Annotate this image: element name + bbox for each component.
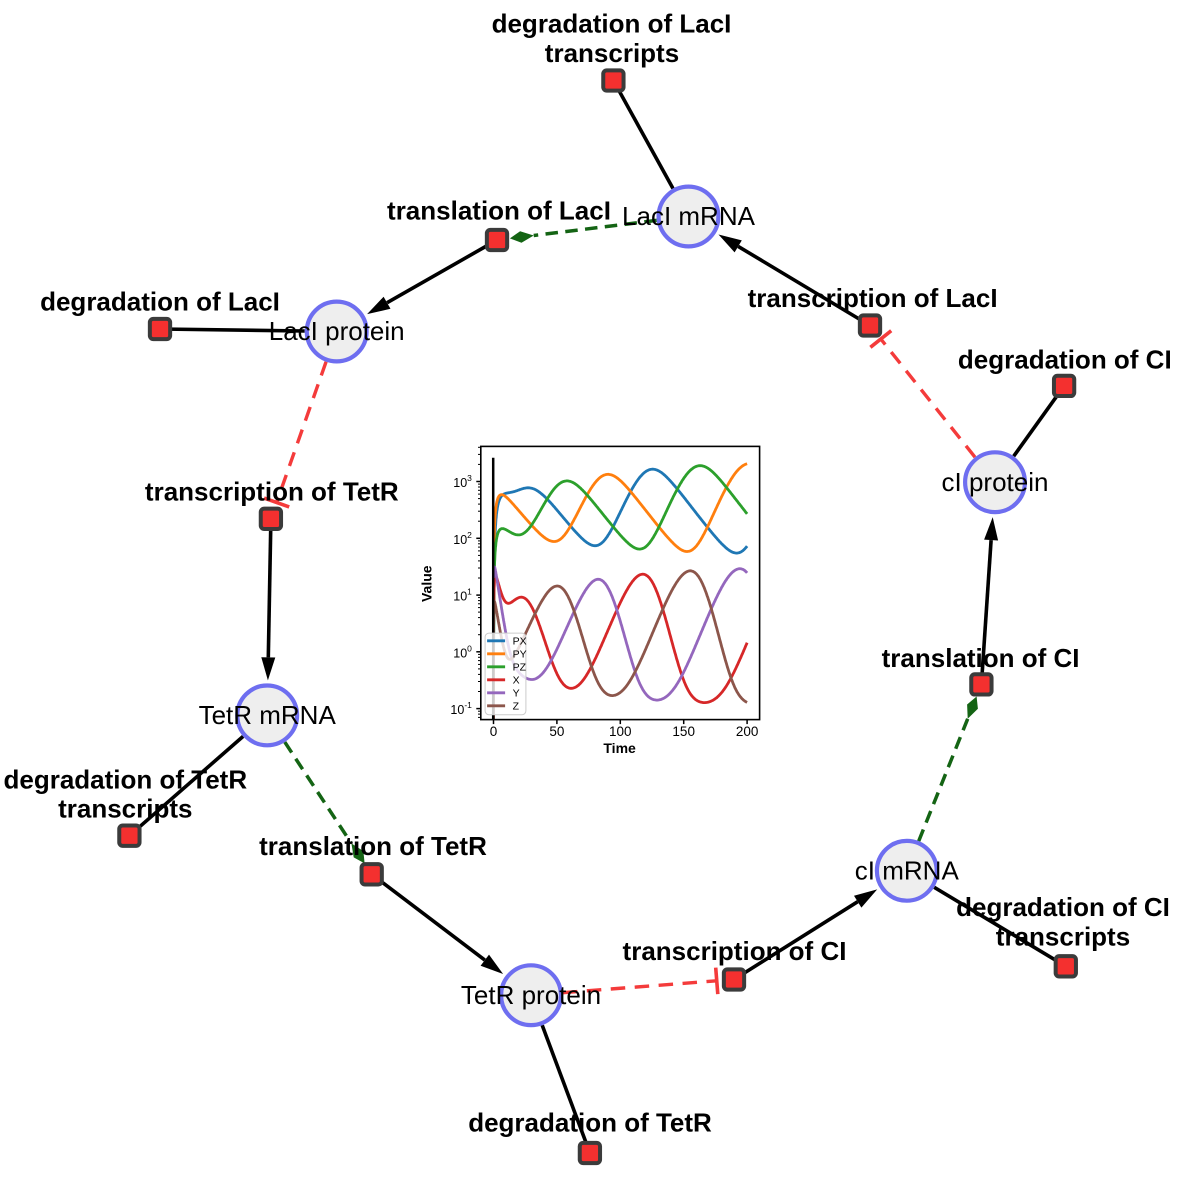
svg-text:150: 150 bbox=[672, 724, 695, 739]
svg-text:degradation of CI: degradation of CI bbox=[956, 892, 1170, 922]
svg-text:Z: Z bbox=[513, 701, 520, 713]
svg-text:PY: PY bbox=[513, 649, 527, 661]
svg-text:LacI protein: LacI protein bbox=[269, 316, 405, 346]
svg-text:PX: PX bbox=[513, 636, 527, 648]
svg-text:Y: Y bbox=[513, 688, 520, 700]
svg-text:transcripts: transcripts bbox=[58, 794, 192, 824]
svg-text:transcription of LacI: transcription of LacI bbox=[748, 283, 998, 313]
svg-text:cI protein: cI protein bbox=[942, 467, 1049, 497]
svg-text:X: X bbox=[513, 675, 520, 687]
svg-text:LacI mRNA: LacI mRNA bbox=[622, 201, 756, 231]
svg-text:Time: Time bbox=[603, 740, 636, 756]
svg-text:degradation of TetR: degradation of TetR bbox=[468, 1108, 712, 1138]
svg-text:0: 0 bbox=[490, 724, 498, 739]
svg-text:translation of LacI: translation of LacI bbox=[387, 196, 611, 226]
svg-text:TetR mRNA: TetR mRNA bbox=[199, 700, 337, 730]
svg-text:transcripts: transcripts bbox=[996, 922, 1130, 952]
svg-text:100: 100 bbox=[609, 724, 632, 739]
svg-text:degradation of LacI: degradation of LacI bbox=[492, 8, 732, 38]
svg-text:transcription of TetR: transcription of TetR bbox=[145, 477, 399, 507]
svg-text:TetR protein: TetR protein bbox=[461, 980, 601, 1010]
svg-text:degradation of LacI: degradation of LacI bbox=[40, 287, 280, 317]
svg-text:translation of CI: translation of CI bbox=[882, 643, 1080, 673]
svg-text:200: 200 bbox=[736, 724, 759, 739]
svg-text:cI mRNA: cI mRNA bbox=[855, 855, 960, 885]
svg-text:translation of TetR: translation of TetR bbox=[259, 831, 487, 861]
svg-text:degradation of CI: degradation of CI bbox=[958, 345, 1172, 375]
svg-text:transcripts: transcripts bbox=[545, 38, 679, 68]
svg-text:degradation of TetR: degradation of TetR bbox=[3, 765, 247, 795]
svg-text:transcription of CI: transcription of CI bbox=[623, 936, 847, 966]
svg-text:50: 50 bbox=[549, 724, 564, 739]
svg-text:Value: Value bbox=[418, 565, 434, 602]
svg-text:PZ: PZ bbox=[513, 662, 527, 674]
